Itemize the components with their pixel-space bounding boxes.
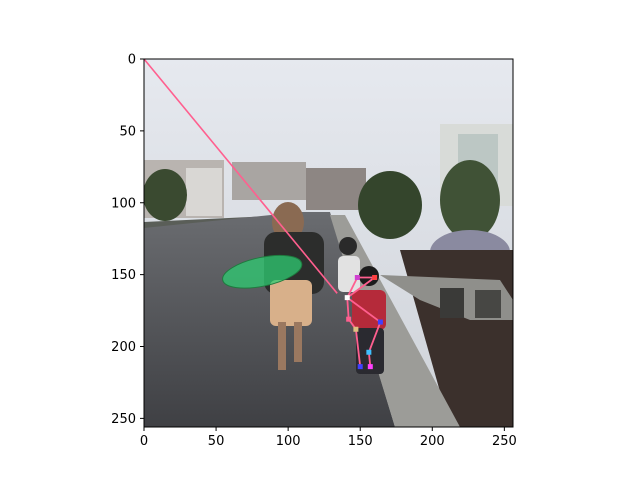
y-tick-label: 200 — [111, 340, 136, 355]
x-tick-label: 150 — [348, 434, 373, 449]
skeleton-edge — [346, 296, 381, 323]
keypoint-overlay — [144, 59, 383, 370]
skeleton-edge — [346, 276, 376, 299]
keypoint — [372, 275, 378, 280]
x-tick-label: 200 — [420, 434, 445, 449]
axes-frame — [143, 58, 514, 428]
keypoint — [357, 364, 363, 370]
keypoint — [366, 349, 372, 355]
skeleton-edge — [368, 321, 382, 353]
y-axis: 0 50 100 150 200 250 — [111, 53, 144, 427]
x-tick-label: 0 — [140, 434, 148, 449]
y-tick-label: 50 — [119, 124, 136, 139]
limb-line — [144, 59, 338, 294]
photo-background — [144, 59, 513, 427]
x-tick-label: 250 — [492, 434, 517, 449]
y-tick-label: 0 — [128, 53, 136, 68]
keypoint — [344, 295, 350, 301]
keypoint — [377, 319, 383, 325]
x-axis: 0 50 100 150 200 250 — [140, 427, 517, 449]
y-tick-label: 250 — [111, 412, 136, 427]
skateboard-highlight — [222, 254, 303, 289]
y-tick-label: 100 — [111, 196, 136, 211]
x-tick-label: 100 — [276, 434, 301, 449]
keypoint — [367, 364, 373, 370]
keypoint — [353, 326, 359, 332]
x-tick-label: 50 — [208, 434, 225, 449]
y-tick-label: 150 — [111, 268, 136, 283]
skeleton-edge — [346, 297, 350, 320]
skeleton-edge — [354, 329, 362, 367]
keypoint — [354, 275, 360, 280]
skeleton-edge — [346, 277, 359, 299]
keypoint — [346, 316, 352, 322]
